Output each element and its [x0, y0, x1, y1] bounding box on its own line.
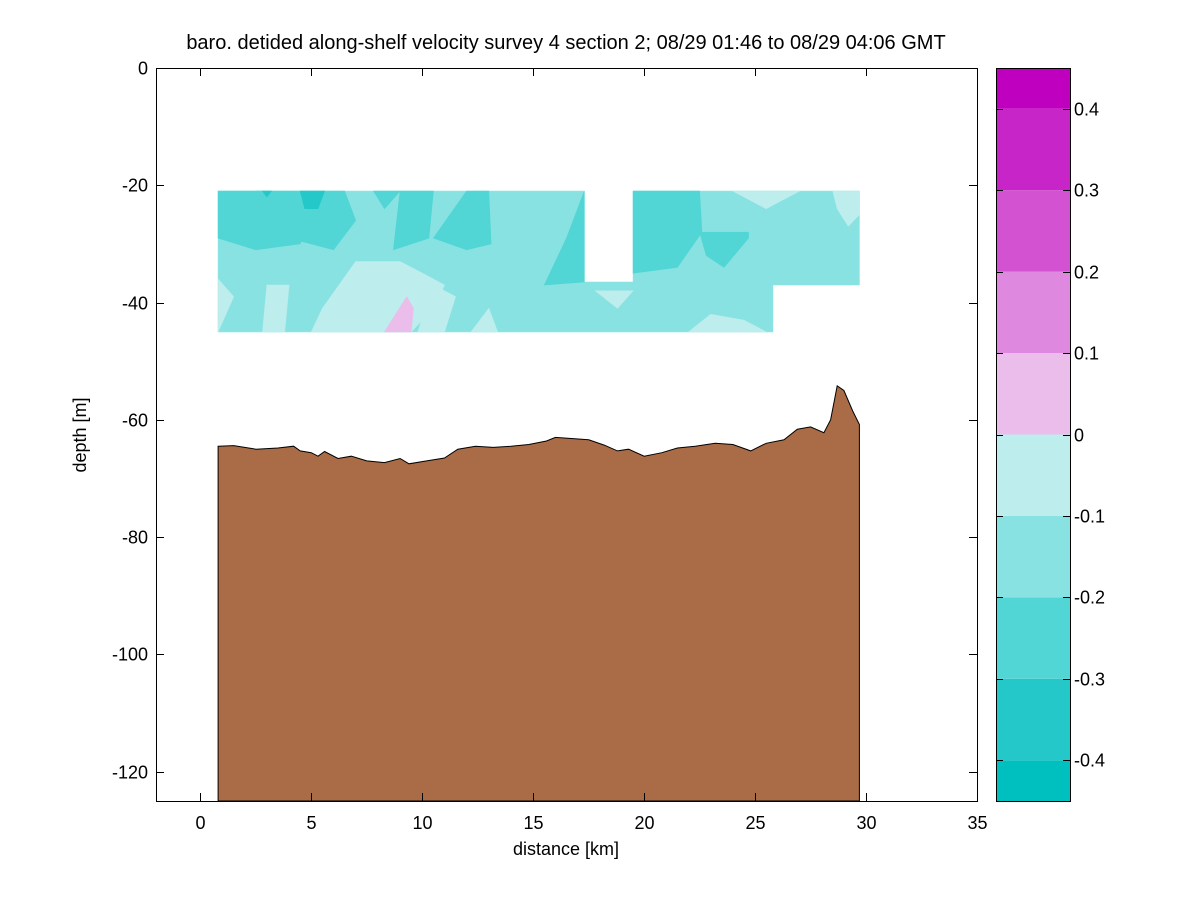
- colorbar-level-8: [996, 108, 1070, 191]
- y-tick-label: -80: [122, 528, 148, 548]
- axes-frame: [156, 68, 978, 802]
- colorbar-tick-label: 0.3: [1074, 181, 1099, 201]
- velocity-region-20: [383, 296, 414, 333]
- colorbar-tick-label: -0.2: [1074, 588, 1105, 608]
- x-tick-label: 5: [306, 813, 316, 833]
- velocity-region-6: [393, 190, 434, 251]
- velocity-region-10: [699, 231, 749, 268]
- x-tick-label: 35: [967, 813, 987, 833]
- colorbar-ticks: -0.4 -0.3 -0.2 -0.1 0 0.1 0.2 0.3 0.4: [996, 100, 1105, 771]
- colorbar-tick-label: -0.4: [1074, 751, 1105, 771]
- y-tick-label: -40: [122, 294, 148, 314]
- colorbar-tick-label: 0.1: [1074, 344, 1099, 364]
- colorbar-level-4: [996, 434, 1070, 516]
- colorbar-tick-label: 0.4: [1074, 100, 1099, 120]
- x-tick-label: 10: [412, 813, 432, 833]
- y-axis: -120 -100 -80 -60 -40 -20 0: [112, 59, 977, 783]
- velocity-region-4: [261, 190, 273, 198]
- colorbar-level-6: [996, 271, 1070, 354]
- velocity-region-18: [732, 190, 800, 210]
- x-tick-label: 20: [634, 813, 654, 833]
- plot-area: 0 5 10 15 20 25 30 35 -120 -100 -80 -60 -40 -20 0: [112, 59, 988, 834]
- velocity-contour-layer: [217, 190, 860, 333]
- colorbar-level-3: [996, 515, 1070, 598]
- colorbar-level-2: [996, 597, 1070, 679]
- y-tick-label: -120: [112, 763, 148, 783]
- velocity-region-12: [262, 284, 290, 333]
- x-tick-label: 30: [856, 813, 876, 833]
- velocity-region-17: [687, 313, 767, 333]
- colorbar-level-1: [996, 678, 1070, 761]
- y-tick-label: -20: [122, 176, 148, 196]
- velocity-region-8: [543, 190, 585, 286]
- colorbar-level-9: [996, 68, 1070, 109]
- bathymetry-layer: [217, 384, 860, 801]
- colorbar-levels: [996, 68, 1070, 801]
- velocity-region-2: [255, 190, 357, 251]
- chart-title: baro. detided along-shelf velocity surve…: [186, 32, 945, 54]
- y-axis-label: depth [m]: [70, 397, 90, 472]
- velocity-region-7: [432, 190, 492, 251]
- velocity-region-14: [417, 284, 456, 333]
- velocity-region-19: [832, 190, 860, 227]
- y-tick-label: -100: [112, 645, 148, 665]
- velocity-region-15: [470, 307, 499, 333]
- colorbar: -0.4 -0.3 -0.2 -0.1 0 0.1 0.2 0.3 0.4: [996, 68, 1105, 802]
- seafloor-bathymetry: [217, 384, 860, 801]
- velocity-region-5: [372, 190, 401, 210]
- velocity-region-9: [632, 190, 703, 274]
- colorbar-level-5: [996, 353, 1070, 435]
- x-tick-label: 25: [745, 813, 765, 833]
- x-tick-label: 0: [195, 813, 205, 833]
- colorbar-level-0: [996, 760, 1070, 801]
- colorbar-level-7: [996, 190, 1070, 272]
- colorbar-tick-label: 0.2: [1074, 263, 1099, 283]
- y-tick-label: 0: [138, 59, 148, 79]
- velocity-region-16: [594, 290, 634, 309]
- x-axis-label: distance [km]: [513, 839, 619, 859]
- colorbar-tick-label: 0: [1074, 426, 1084, 446]
- colorbar-tick-label: -0.3: [1074, 670, 1105, 690]
- velocity-region-11: [217, 278, 235, 333]
- velocity-region-3: [299, 190, 326, 209]
- x-tick-label: 15: [523, 813, 543, 833]
- x-axis: 0 5 10 15 20 25 30 35: [195, 68, 988, 833]
- y-tick-label: -60: [122, 411, 148, 431]
- colorbar-tick-label: -0.1: [1074, 507, 1105, 527]
